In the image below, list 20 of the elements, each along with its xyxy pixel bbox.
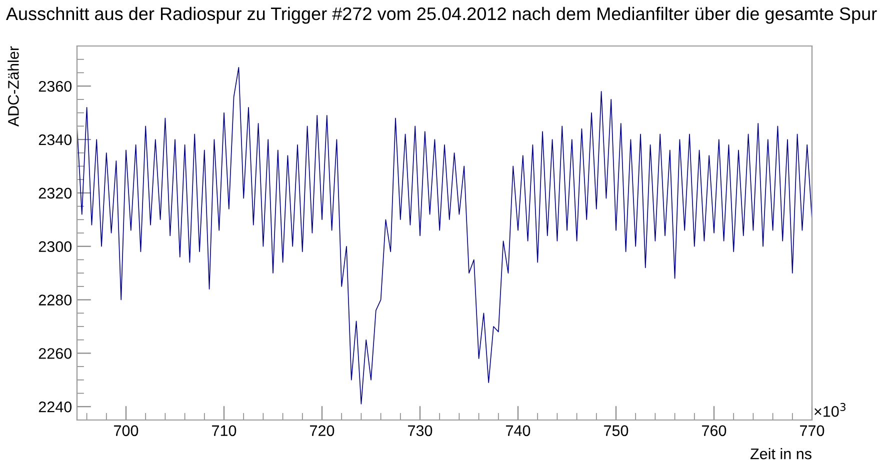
y-tick-label: 2360: [38, 80, 72, 92]
y-tick-label: 2300: [38, 241, 72, 252]
x-tick-label: 720: [310, 425, 334, 436]
y-axis-title: ADC-Zähler: [8, 46, 19, 127]
x-tick-label: 740: [506, 425, 530, 436]
y-tick-label: 2280: [38, 294, 72, 306]
x-tick-label: 700: [114, 425, 138, 436]
line-series: [77, 66, 812, 404]
x-tick-label: 730: [408, 425, 432, 436]
y-tick-label: 2340: [38, 134, 72, 146]
x-tick-label: 750: [604, 425, 628, 436]
x-tick-label: 760: [702, 425, 726, 436]
y-tick-label: 2260: [38, 348, 72, 359]
x-tick-label: 770: [800, 425, 824, 436]
y-tick-label: 2320: [38, 188, 72, 199]
chart-title: Ausschnitt aus der Radiospur zu Trigger #272 vom 25.04.2012 nach dem Medianfilter über die gesamte Spur: [6, 6, 877, 24]
x-tick-label: 710: [212, 425, 236, 436]
y-tick-label: 2240: [38, 402, 72, 412]
text: ×10$^{3}$: [814, 402, 846, 417]
x-axis-title: Zeit in ns: [750, 448, 812, 460]
